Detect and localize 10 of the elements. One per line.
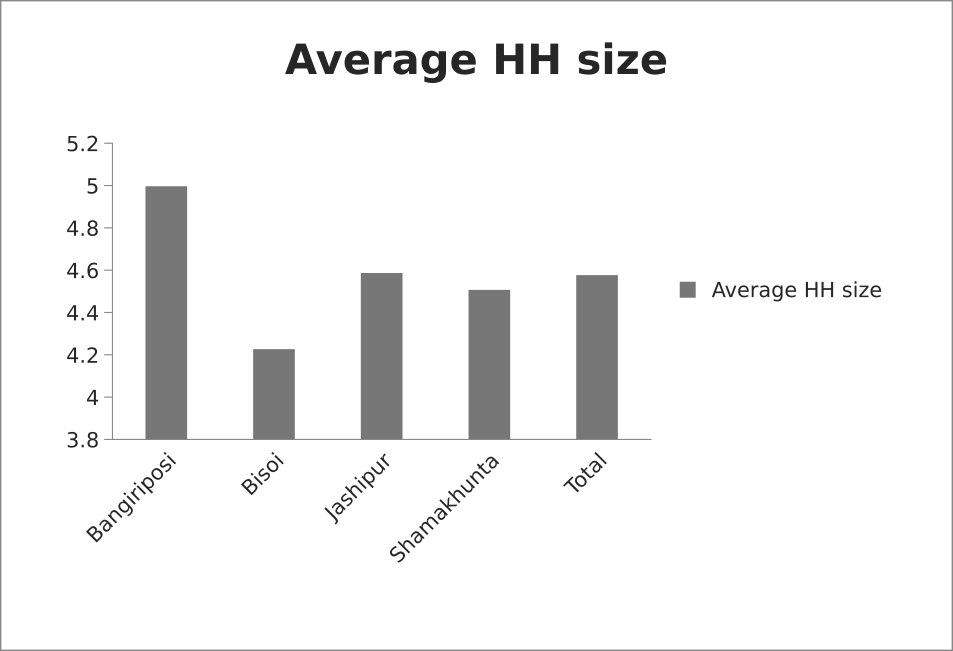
y-tick-label: 5 (88, 178, 98, 194)
legend-label: Average HH size (712, 281, 882, 302)
y-tick-label: 4.6 (67, 262, 98, 278)
y-tick-label: 4.4 (67, 305, 98, 320)
chart-title: Average HH size (285, 42, 666, 83)
y-tick-label: 4 (87, 390, 98, 406)
y-tick-label: 5.2 (68, 136, 98, 152)
y-tick-label: 4.2 (67, 347, 98, 363)
y-tick-label: 4.8 (67, 220, 98, 236)
y-tick-label: 3.8 (68, 432, 98, 448)
